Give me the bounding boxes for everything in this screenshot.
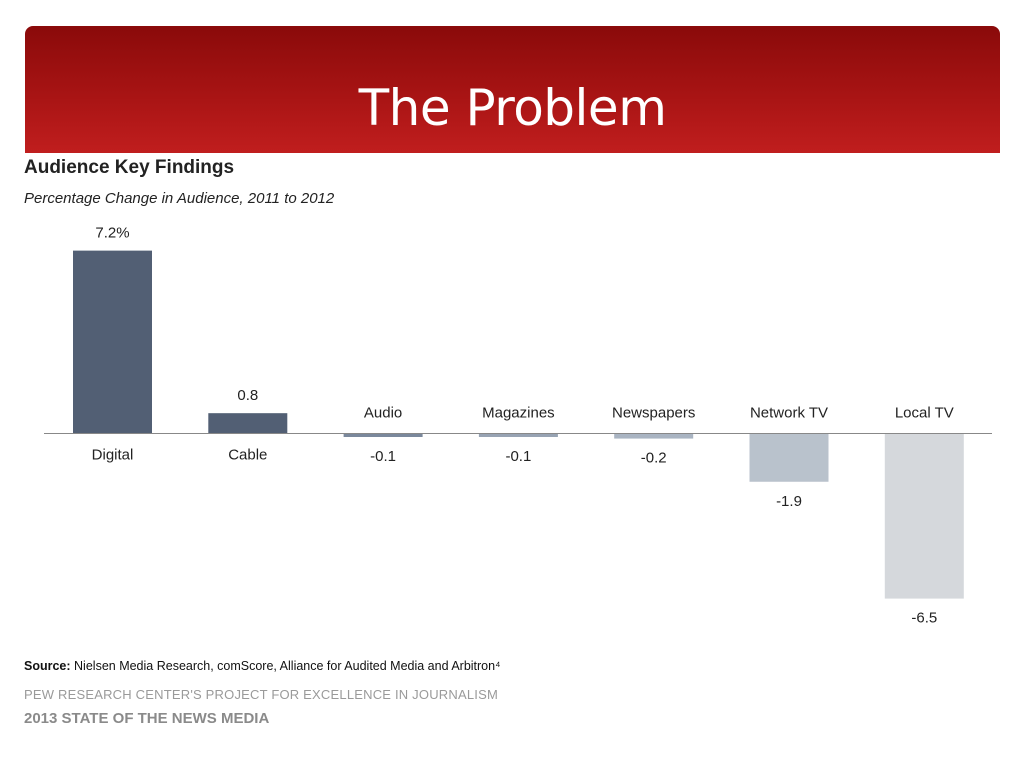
organization-credit: PEW RESEARCH CENTER'S PROJECT FOR EXCELL… xyxy=(24,687,498,702)
category-label: Magazines xyxy=(482,405,555,422)
category-label: Newspapers xyxy=(612,405,695,422)
bar-local-tv xyxy=(884,433,964,599)
category-label: Local TV xyxy=(895,405,954,422)
bar-audio xyxy=(343,433,423,437)
data-label: -0.2 xyxy=(641,450,667,467)
report-title: 2013 STATE OF THE NEWS MEDIA xyxy=(24,710,270,727)
data-label: -0.1 xyxy=(370,448,396,465)
category-label: Cable xyxy=(228,447,267,464)
source-note: Source: Nielsen Media Research, comScore… xyxy=(24,659,500,673)
bar-cable xyxy=(208,413,288,434)
bar-digital xyxy=(73,250,152,434)
data-label: 0.8 xyxy=(237,387,258,404)
chart-title: Audience Key Findings xyxy=(24,157,235,178)
title-banner: The Problem xyxy=(25,26,1000,153)
data-label: -0.1 xyxy=(505,448,531,465)
slide-title: The Problem xyxy=(358,79,667,137)
category-label: Audio xyxy=(364,405,402,422)
bar-chart: 7.2% Digital 0.8 Cable Audio -0.1 Magazines -0.… xyxy=(44,225,992,627)
bar-network-tv xyxy=(749,433,829,482)
data-label: -6.5 xyxy=(911,610,937,627)
data-label: 7.2% xyxy=(95,225,129,242)
source-text: Nielsen Media Research, comScore, Allian… xyxy=(74,659,501,673)
data-label: -1.9 xyxy=(776,493,802,510)
bar-newspapers xyxy=(614,433,694,439)
chart-subtitle: Percentage Change in Audience, 2011 to 2… xyxy=(24,190,335,207)
bar-magazines xyxy=(478,433,558,437)
category-label: Digital xyxy=(92,447,134,464)
category-label: Network TV xyxy=(750,405,828,422)
source-label: Source: xyxy=(24,659,71,673)
